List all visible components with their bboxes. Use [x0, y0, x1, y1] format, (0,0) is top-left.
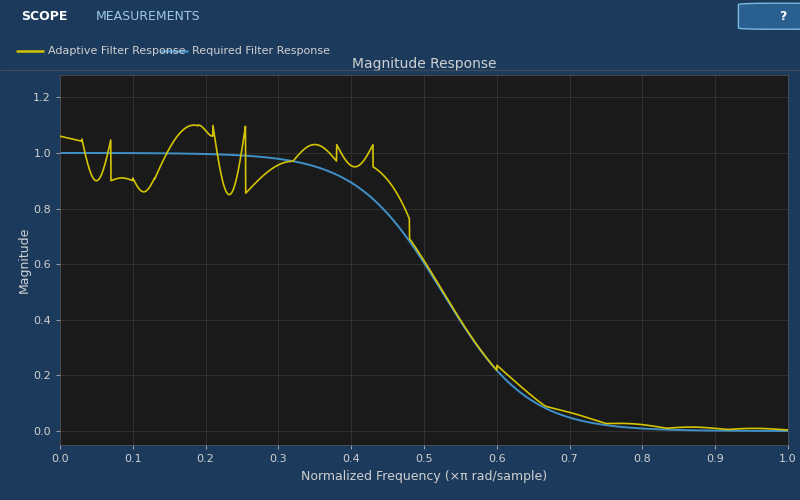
Text: ?: ?: [778, 10, 786, 22]
Text: MEASUREMENTS: MEASUREMENTS: [96, 10, 200, 22]
Text: Adaptive Filter Response: Adaptive Filter Response: [48, 46, 186, 56]
Title: Magnitude Response: Magnitude Response: [352, 57, 496, 71]
X-axis label: Normalized Frequency (×π rad/sample): Normalized Frequency (×π rad/sample): [301, 470, 547, 482]
FancyBboxPatch shape: [738, 3, 800, 29]
Text: SCOPE: SCOPE: [21, 10, 67, 22]
Y-axis label: Magnitude: Magnitude: [18, 227, 30, 293]
Text: Required Filter Response: Required Filter Response: [192, 46, 330, 56]
